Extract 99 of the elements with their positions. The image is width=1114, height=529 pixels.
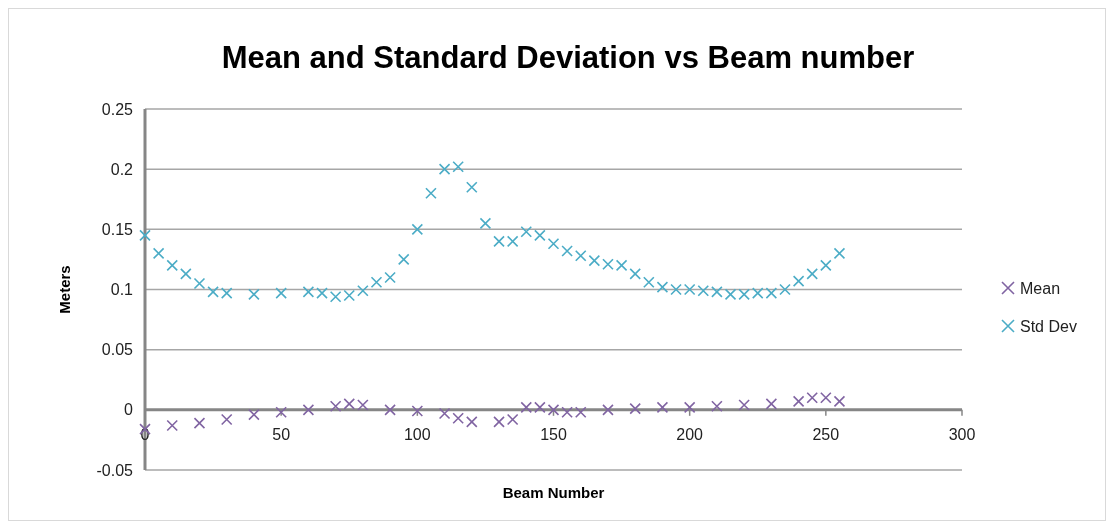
y-tick-label: 0.05: [101, 341, 134, 359]
point: [506, 413, 519, 426]
point: [438, 163, 451, 175]
point: [534, 401, 546, 414]
point: [357, 399, 369, 411]
point: [820, 259, 832, 272]
point: [656, 401, 669, 414]
point: [329, 290, 342, 303]
point: [833, 395, 846, 408]
point: [166, 259, 179, 272]
y-tick-label: -0.05: [96, 461, 134, 479]
point: [493, 235, 505, 248]
point: [316, 287, 328, 299]
point: [547, 237, 560, 250]
point: [384, 271, 396, 284]
point: [466, 416, 478, 428]
point: [493, 416, 505, 428]
point: [370, 276, 383, 289]
x-tick-label: 250: [812, 425, 840, 443]
x-tick-label: 200: [676, 425, 704, 443]
point: [357, 284, 369, 297]
point: [711, 286, 723, 298]
point: [602, 258, 614, 271]
point: [697, 284, 710, 297]
point: [806, 268, 819, 280]
x-tick-label: 300: [948, 425, 976, 443]
y-tick-label: 0.2: [110, 160, 134, 178]
point: [302, 404, 315, 416]
point: [806, 392, 819, 404]
point: [193, 277, 206, 290]
point: [466, 181, 478, 194]
point: [792, 395, 805, 408]
point: [180, 268, 192, 280]
point: [615, 259, 628, 272]
point: [547, 404, 560, 416]
point: [574, 250, 587, 262]
point: [656, 281, 669, 293]
point: [438, 407, 451, 420]
point: [820, 392, 832, 404]
x-tick-label: 100: [403, 425, 431, 443]
point: [275, 287, 287, 299]
point: [711, 400, 723, 413]
y-axis-title: Meters: [56, 265, 73, 314]
point: [452, 412, 464, 425]
point: [765, 287, 778, 299]
point: [343, 398, 356, 410]
point: [629, 268, 641, 280]
y-tick-label: 0: [124, 401, 134, 419]
point: [520, 401, 533, 414]
legend-label: Std Dev: [1020, 317, 1077, 335]
point: [139, 229, 151, 242]
point: [343, 289, 356, 302]
point: [738, 288, 750, 301]
point: [411, 405, 424, 417]
point: [220, 413, 233, 426]
point: [479, 217, 492, 230]
point: [534, 229, 546, 242]
x-axis-title: Beam Number: [502, 484, 605, 501]
point: [779, 283, 791, 296]
point: [275, 406, 287, 419]
point: [152, 247, 165, 260]
point: [166, 419, 179, 432]
point: [792, 275, 805, 287]
point: [452, 160, 464, 173]
point: [397, 253, 410, 266]
point: [329, 400, 342, 413]
point: [738, 399, 750, 411]
x-tick-label: 150: [540, 425, 567, 443]
point: [561, 406, 573, 419]
point: [561, 245, 573, 257]
point: [683, 283, 696, 296]
point: [670, 283, 682, 296]
point: [384, 404, 396, 416]
point: [220, 287, 233, 299]
point: [193, 417, 206, 429]
point: [643, 276, 655, 289]
point: [602, 404, 614, 416]
point: [425, 187, 437, 200]
point: [765, 398, 778, 410]
point: [833, 247, 846, 260]
y-tick-label: 0.25: [101, 100, 134, 118]
point: [724, 288, 737, 301]
x-tick-label: 50: [272, 425, 291, 443]
chart-title: Mean and Standard Deviation vs Beam number: [221, 40, 915, 75]
point: [588, 254, 601, 267]
point: [302, 286, 315, 298]
point: [629, 402, 641, 415]
point: [683, 401, 696, 414]
point: [411, 223, 424, 236]
point: [207, 286, 219, 298]
point: [520, 225, 533, 238]
point: [574, 406, 587, 419]
y-tick-label: 0.1: [110, 281, 134, 299]
point: [506, 235, 519, 248]
legend-label: Mean: [1020, 279, 1061, 297]
y-tick-label: 0.15: [101, 220, 134, 238]
point: [248, 408, 260, 421]
point: [751, 287, 764, 299]
point: [248, 288, 260, 301]
